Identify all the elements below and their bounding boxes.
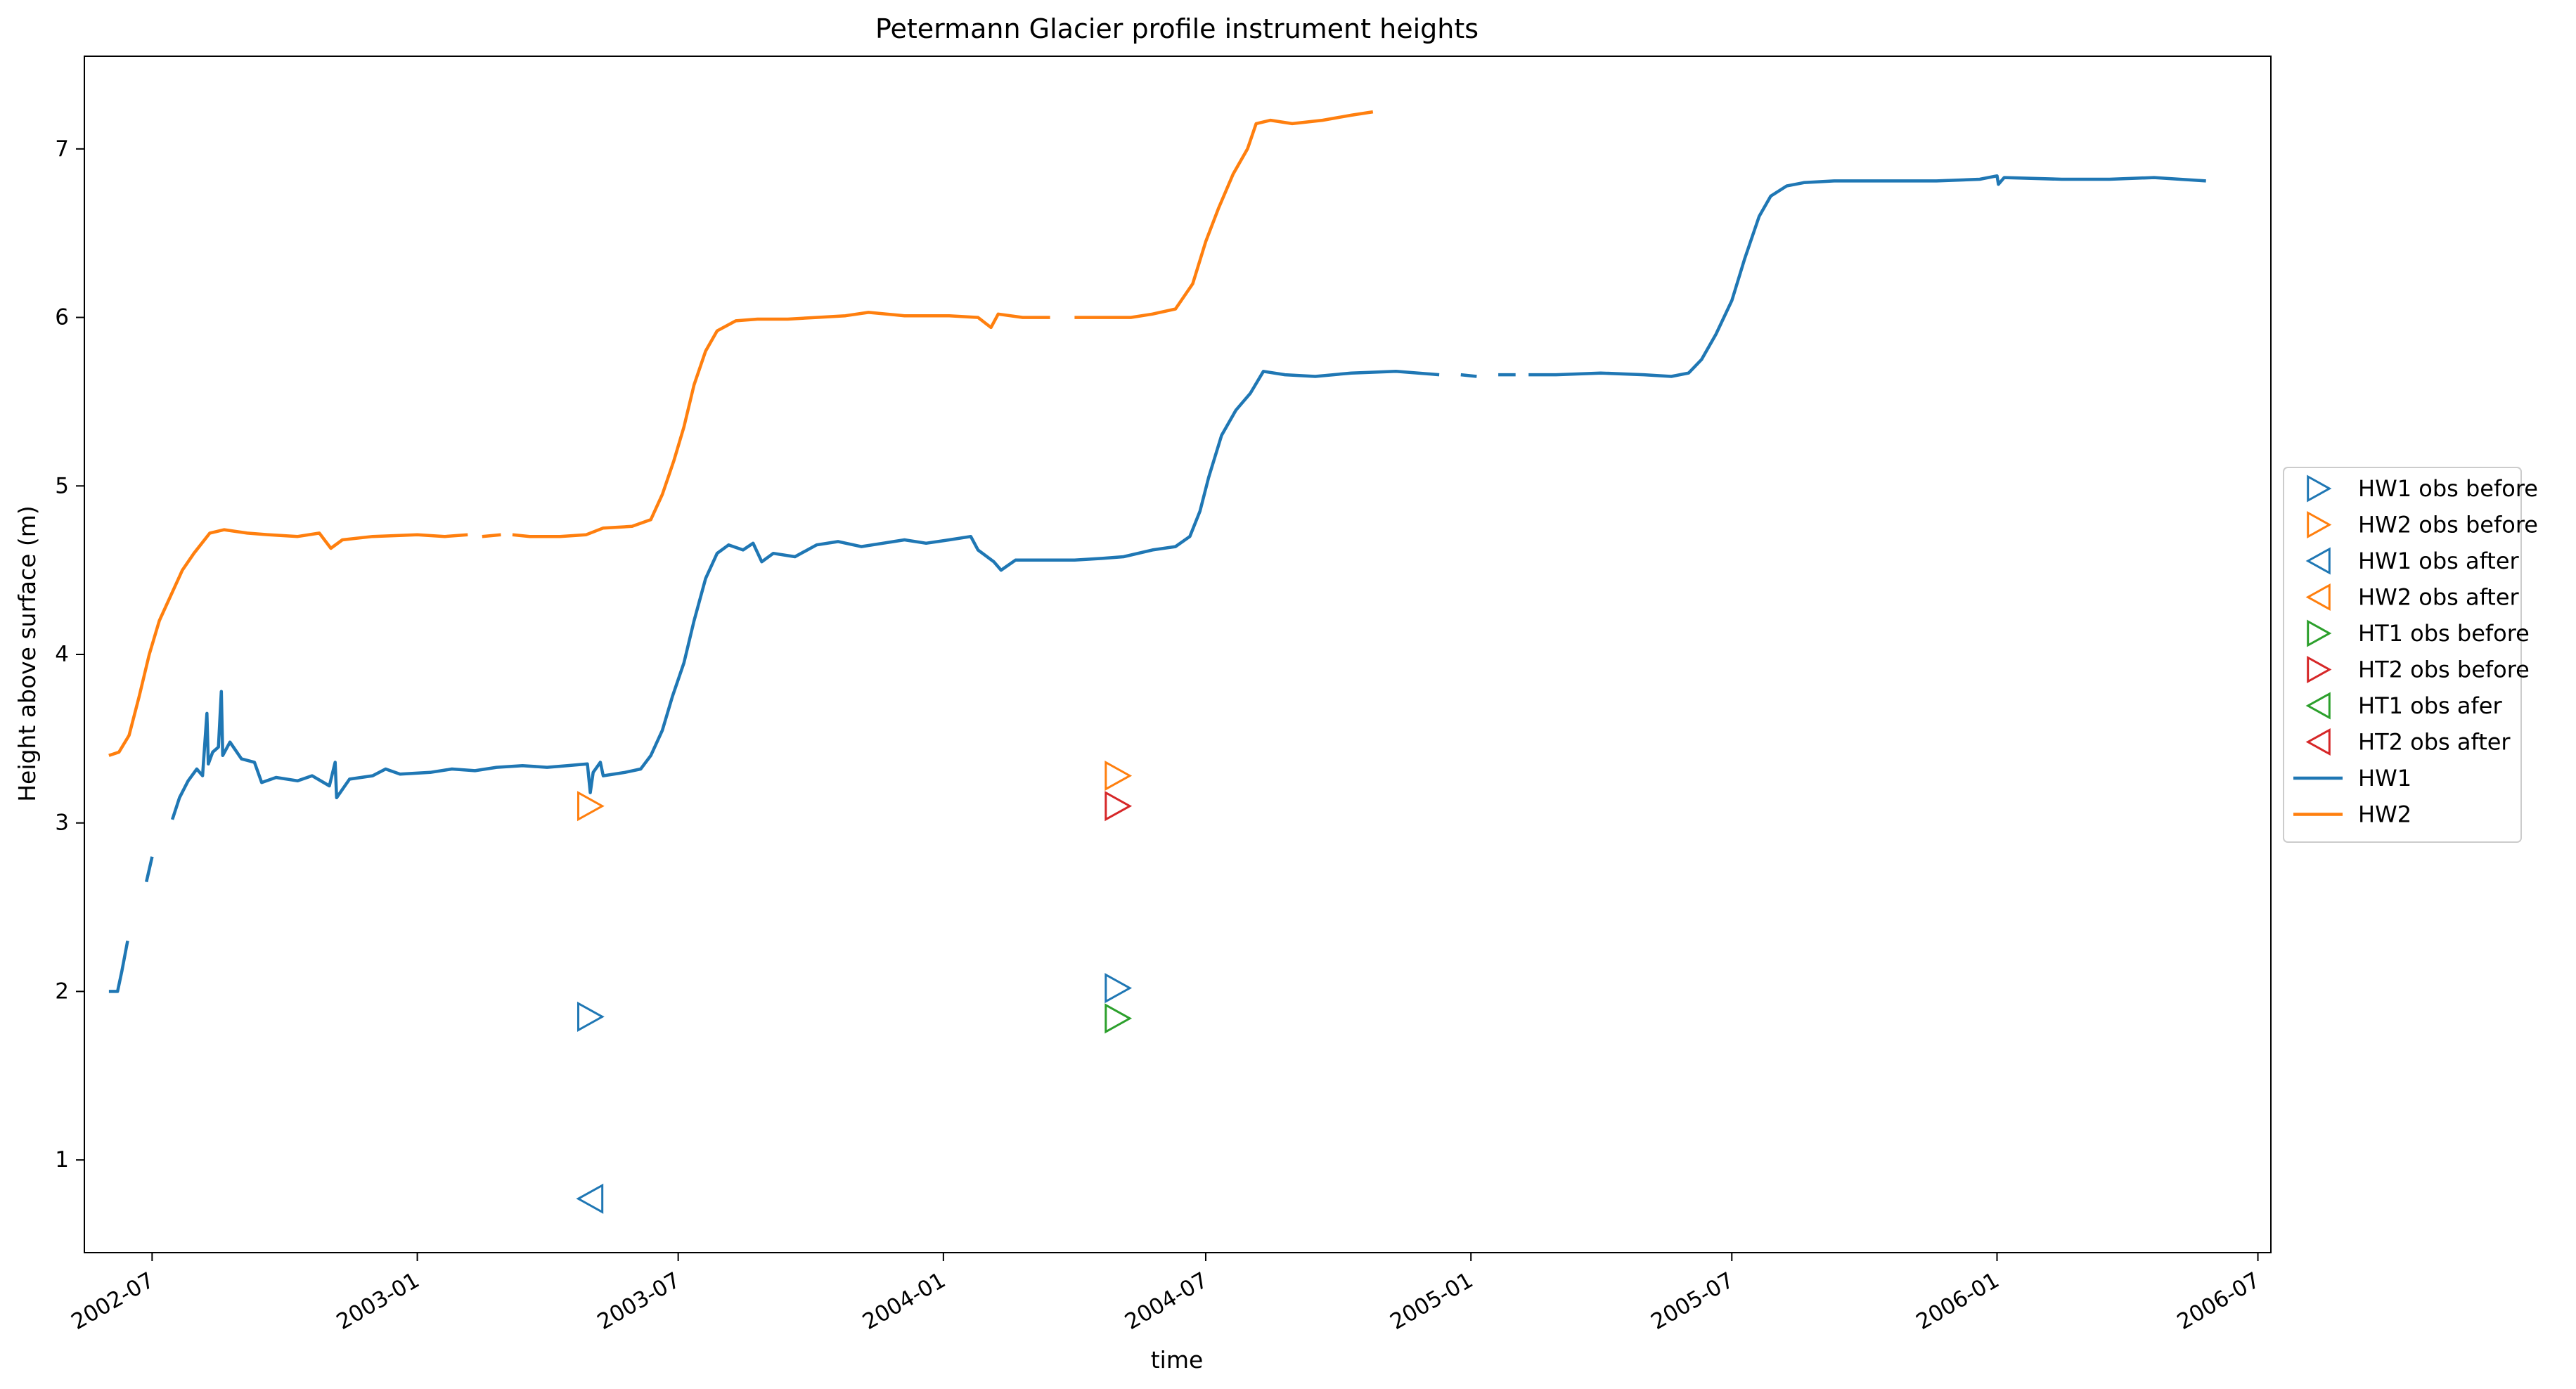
legend-entry: HW1 — [2293, 765, 2411, 792]
legend-marker-swatch — [2307, 510, 2332, 539]
legend-marker-swatch — [2305, 583, 2331, 612]
chart-title: Petermann Glacier profile instrument hei… — [875, 13, 1479, 44]
series-line-segment — [1074, 110, 1374, 319]
x-axis: 2002-07 2003-01 2003-07 2004-01 2004-07 2005-… — [67, 1253, 2265, 1335]
plot-area — [84, 56, 2272, 1253]
legend: HW1 obs before HW2 obs before HW1 obs afte… — [2283, 467, 2538, 843]
x-tick-label: 2003-01 — [333, 1267, 424, 1335]
legend-marker-swatch — [2307, 655, 2332, 684]
y-axis: 1 2 3 4 5 6 7 — [55, 136, 84, 1172]
marker-point — [576, 1183, 604, 1214]
series-line-segment — [1460, 373, 1477, 378]
legend-label: HT2 obs after — [2358, 729, 2511, 756]
series-hw1 — [108, 174, 2206, 993]
legend-label: HW1 — [2358, 765, 2411, 792]
x-tick-label: 2006-01 — [1912, 1267, 2004, 1335]
marker-point — [577, 1001, 605, 1032]
legend-label: HW1 obs before — [2358, 475, 2538, 502]
series-line-segment — [108, 941, 129, 993]
legend-marker-swatch — [2307, 474, 2332, 503]
y-axis-label: Height above surface (m) — [13, 505, 41, 802]
series-layer — [108, 110, 2206, 993]
x-tick-label: 2003-07 — [593, 1267, 685, 1335]
legend-entry: HT2 obs after — [2305, 728, 2511, 756]
legend-entry: HW2 obs before — [2307, 510, 2538, 539]
legend-marker-swatch — [2305, 692, 2331, 720]
x-tick-label: 2005-01 — [1386, 1267, 1477, 1335]
x-tick-label: 2004-07 — [1121, 1267, 1212, 1335]
legend-marker-swatch — [2307, 619, 2332, 647]
y-tick-label: 2 — [55, 978, 69, 1004]
y-tick-label: 4 — [55, 642, 69, 667]
legend-entry: HW1 obs before — [2307, 474, 2538, 503]
legend-entry: HT2 obs before — [2307, 655, 2530, 684]
x-tick-label: 2004-01 — [858, 1267, 950, 1335]
legend-entry: HW2 — [2293, 801, 2411, 828]
legend-entry: HW1 obs after — [2305, 547, 2520, 575]
y-tick-label: 1 — [55, 1147, 69, 1172]
x-axis-label: time — [1151, 1346, 1204, 1374]
marker-point — [1105, 1003, 1133, 1034]
series-line-segment — [170, 370, 1440, 820]
legend-entry: HT1 obs afer — [2305, 692, 2502, 720]
series-line-segment — [1528, 174, 2206, 378]
legend-marker-swatch — [2305, 728, 2331, 756]
series-line-segment — [108, 528, 468, 757]
x-tick-label: 2005-07 — [1647, 1267, 1738, 1335]
marker-point — [1105, 761, 1133, 792]
legend-marker-swatch — [2305, 547, 2331, 575]
series-line-segment — [145, 856, 154, 883]
plot-frame — [84, 56, 2272, 1253]
legend-entry: HT1 obs before — [2307, 619, 2530, 647]
marker-point — [1105, 791, 1133, 822]
legend-label: HT1 obs before — [2358, 620, 2530, 647]
x-tick-label: 2002-07 — [67, 1267, 158, 1335]
marker-point — [577, 791, 605, 822]
legend-label: HT2 obs before — [2358, 657, 2530, 683]
legend-label: HW2 — [2358, 801, 2411, 828]
y-tick-label: 3 — [55, 810, 69, 836]
legend-entry: HW2 obs after — [2305, 583, 2520, 612]
legend-label: HW1 obs after — [2358, 548, 2520, 574]
legend-label: HW2 obs after — [2358, 584, 2520, 611]
series-hw2 — [108, 110, 1374, 757]
legend-label: HT1 obs afer — [2358, 692, 2502, 719]
marker-point — [1105, 973, 1133, 1004]
y-tick-label: 7 — [55, 136, 69, 162]
series-line-segment — [482, 533, 501, 538]
marker-layer — [576, 761, 1133, 1214]
y-tick-label: 5 — [55, 473, 69, 498]
y-tick-label: 6 — [55, 305, 69, 330]
x-tick-label: 2006-07 — [2173, 1267, 2265, 1335]
legend-box — [2283, 467, 2522, 843]
series-line-segment — [512, 311, 1050, 538]
legend-label: HW2 obs before — [2358, 512, 2538, 538]
